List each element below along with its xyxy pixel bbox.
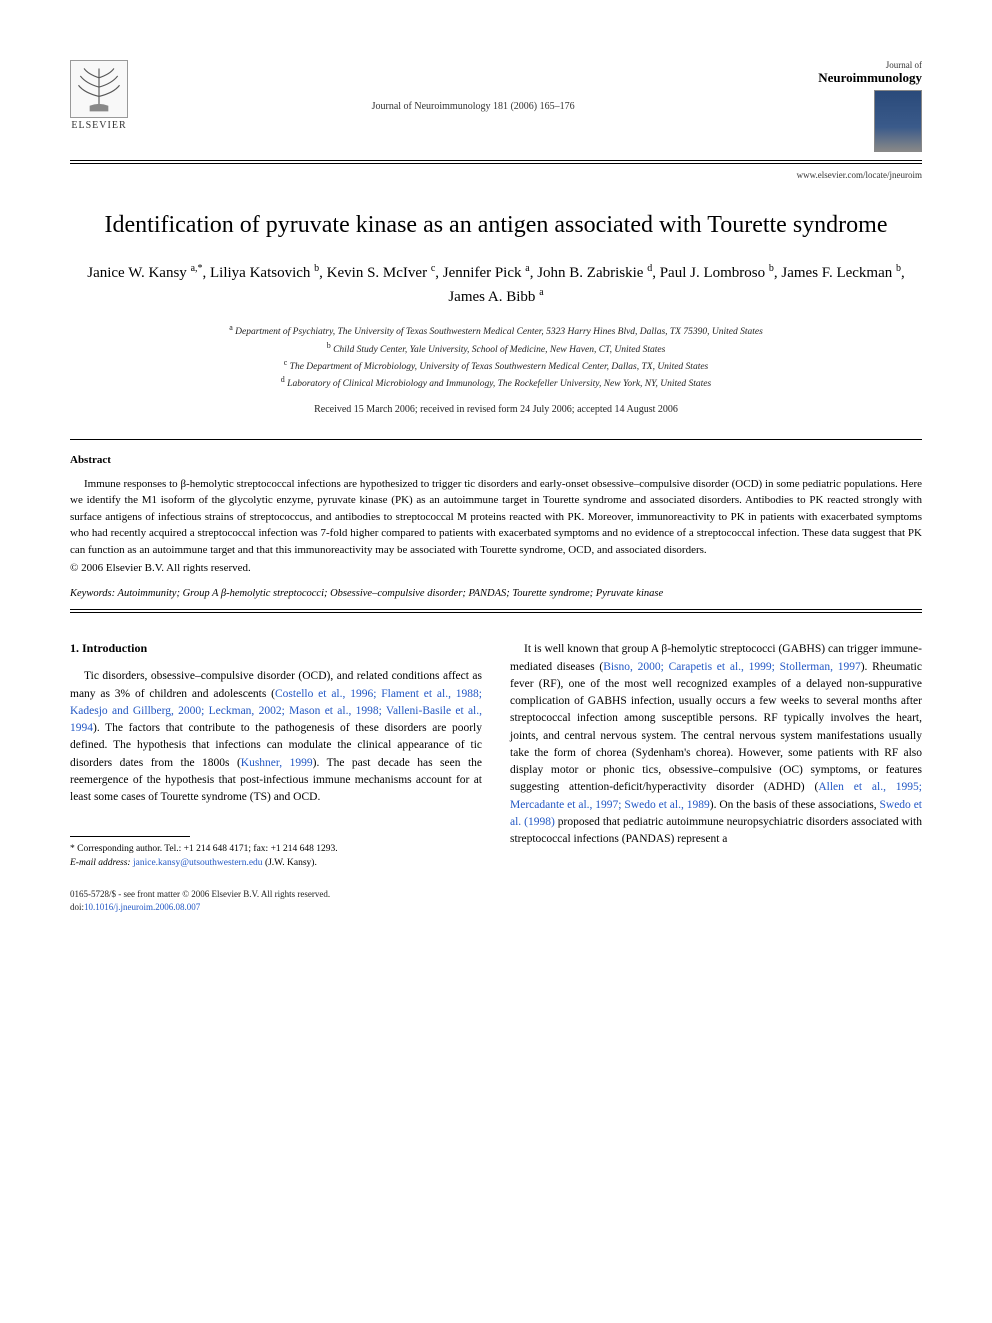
page-header: ELSEVIER Journal of Neuroimmunology 181 … xyxy=(70,60,922,152)
journal-name-prefix: Journal of xyxy=(818,60,922,70)
affiliation-line: d Laboratory of Clinical Microbiology an… xyxy=(70,374,922,391)
header-rule xyxy=(70,160,922,161)
footnote-contact: * Corresponding author. Tel.: +1 214 648… xyxy=(70,843,482,856)
doi-label: doi: xyxy=(70,902,84,912)
right-column: It is well known that group A β-hemolyti… xyxy=(510,641,922,913)
front-matter-line: 0165-5728/$ - see front matter © 2006 El… xyxy=(70,888,482,901)
section-heading-intro: 1. Introduction xyxy=(70,641,482,656)
affiliations: a Department of Psychiatry, The Universi… xyxy=(70,322,922,392)
intro-paragraph: Tic disorders, obsessive–compulsive diso… xyxy=(70,668,482,806)
footnote-rule xyxy=(70,836,190,837)
citation-link[interactable]: Bisno, 2000; Carapetis et al., 1999; Sto… xyxy=(603,661,861,673)
doi-line: doi:10.1016/j.jneuroim.2006.08.007 xyxy=(70,901,482,914)
affiliation-line: c The Department of Microbiology, Univer… xyxy=(70,357,922,374)
email-author: (J.W. Kansy). xyxy=(263,858,317,868)
horizontal-rule xyxy=(70,439,922,440)
journal-cover-thumbnail xyxy=(874,90,922,152)
intro-paragraph: It is well known that group A β-hemolyti… xyxy=(510,641,922,848)
article-dates: Received 15 March 2006; received in revi… xyxy=(70,404,922,415)
affiliation-line: a Department of Psychiatry, The Universi… xyxy=(70,322,922,339)
email-label: E-mail address: xyxy=(70,858,131,868)
journal-name: Neuroimmunology xyxy=(818,70,922,86)
journal-citation: Journal of Neuroimmunology 181 (2006) 16… xyxy=(372,101,575,112)
keywords-line: Keywords: Autoimmunity; Group A β-hemoly… xyxy=(70,588,922,599)
article-title: Identification of pyruvate kinase as an … xyxy=(70,210,922,241)
publisher-name: ELSEVIER xyxy=(71,120,126,131)
citation-center: Journal of Neuroimmunology 181 (2006) 16… xyxy=(372,97,575,116)
elsevier-tree-icon xyxy=(70,60,128,118)
horizontal-rule xyxy=(70,612,922,613)
body-columns: 1. Introduction Tic disorders, obsessive… xyxy=(70,641,922,913)
doi-link[interactable]: 10.1016/j.jneuroim.2006.08.007 xyxy=(84,902,200,912)
corresponding-author-footnote: * Corresponding author. Tel.: +1 214 648… xyxy=(70,843,482,870)
abstract-copyright: © 2006 Elsevier B.V. All rights reserved… xyxy=(70,562,922,574)
citation-link[interactable]: Kushner, 1999 xyxy=(241,757,313,769)
text-run: ). Rheumatic fever (RF), one of the most… xyxy=(510,661,922,794)
horizontal-rule xyxy=(70,609,922,610)
header-rule xyxy=(70,163,922,164)
abstract-heading: Abstract xyxy=(70,454,922,466)
affiliation-line: b Child Study Center, Yale University, S… xyxy=(70,340,922,357)
author-list: Janice W. Kansy a,*, Liliya Katsovich b,… xyxy=(70,261,922,308)
abstract-body: Immune responses to β-hemolytic streptoc… xyxy=(70,476,922,559)
left-column: 1. Introduction Tic disorders, obsessive… xyxy=(70,641,482,913)
text-run: proposed that pediatric autoimmune neuro… xyxy=(510,816,922,845)
journal-branding: Journal of Neuroimmunology xyxy=(818,60,922,152)
publisher-logo-block: ELSEVIER xyxy=(70,60,128,131)
journal-locate-url[interactable]: www.elsevier.com/locate/jneuroim xyxy=(70,170,922,180)
email-link[interactable]: janice.kansy@utsouthwestern.edu xyxy=(133,858,263,868)
keywords-text: Autoimmunity; Group A β-hemolytic strept… xyxy=(115,588,663,599)
footer-block: 0165-5728/$ - see front matter © 2006 El… xyxy=(70,888,482,913)
footnote-email-line: E-mail address: janice.kansy@utsouthwest… xyxy=(70,857,482,870)
text-run: ). On the basis of these associations, xyxy=(710,799,880,811)
keywords-label: Keywords: xyxy=(70,588,115,599)
